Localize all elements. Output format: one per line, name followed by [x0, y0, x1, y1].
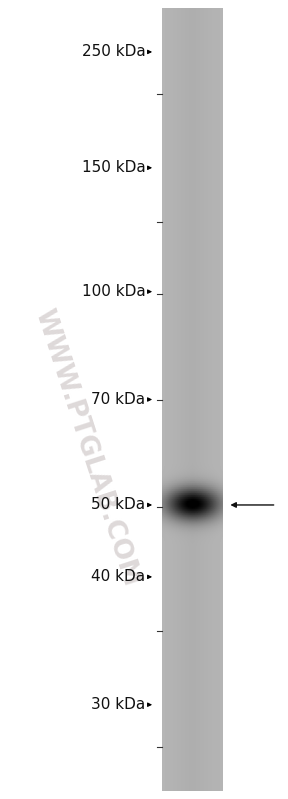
Text: 150 kDa: 150 kDa — [82, 161, 145, 175]
Text: 250 kDa: 250 kDa — [82, 45, 145, 59]
Text: WWW.PTGLAB.COM: WWW.PTGLAB.COM — [29, 305, 143, 590]
Text: 40 kDa: 40 kDa — [91, 570, 145, 584]
Text: 70 kDa: 70 kDa — [91, 392, 145, 407]
Text: 100 kDa: 100 kDa — [82, 284, 145, 299]
Text: 30 kDa: 30 kDa — [91, 698, 145, 712]
Text: 50 kDa: 50 kDa — [91, 498, 145, 512]
